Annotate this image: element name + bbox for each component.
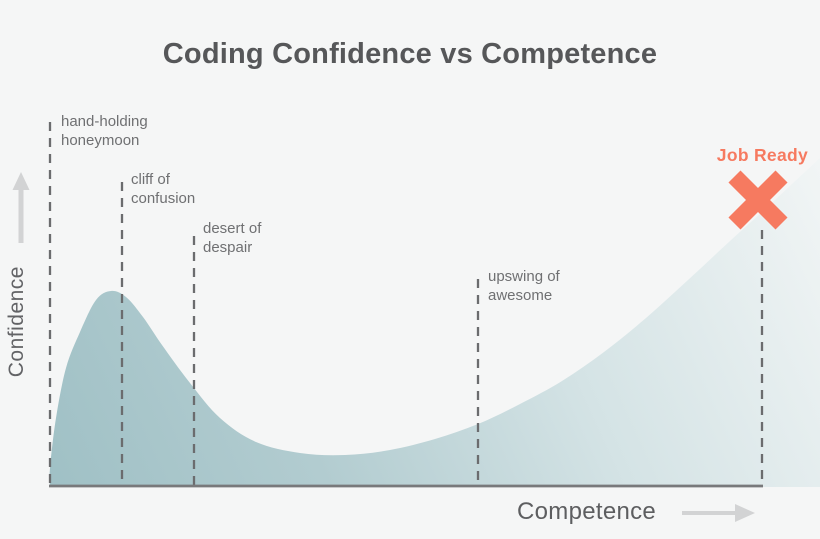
job-ready-label: Job Ready xyxy=(716,145,808,165)
milestone-label: hand-holding honeymoon xyxy=(61,113,148,149)
x-axis-label: Competence xyxy=(517,498,657,525)
y-axis-arrow-icon xyxy=(12,172,30,243)
chart-title: Coding Confidence vs Competence xyxy=(162,38,658,70)
milestone-label: upswing of awesome xyxy=(488,268,560,304)
confidence-area xyxy=(49,158,820,487)
job-ready-x-icon xyxy=(728,170,788,230)
y-axis-label: Confidence xyxy=(5,266,28,378)
x-axis-arrow-icon xyxy=(682,504,755,522)
milestone-label: desert of despair xyxy=(203,220,262,256)
milestone-label: cliff of confusion xyxy=(131,171,196,207)
